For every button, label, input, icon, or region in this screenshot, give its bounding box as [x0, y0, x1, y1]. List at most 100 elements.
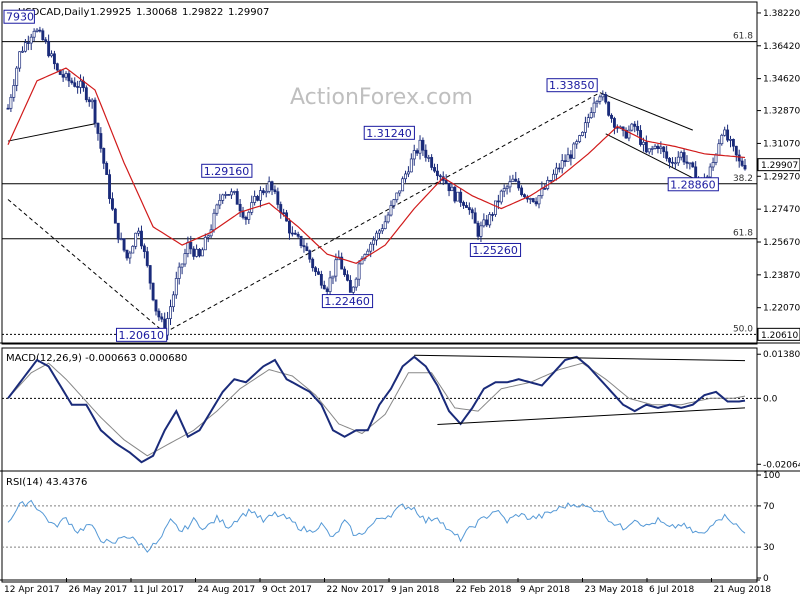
- current-price-label: 1.29907: [761, 161, 798, 171]
- price-label-box: [667, 177, 719, 192]
- candle-body: [459, 191, 463, 203]
- candle-body: [595, 100, 599, 104]
- candle-body: [668, 157, 672, 163]
- candle-body: [334, 259, 338, 277]
- candle-body: [137, 230, 141, 234]
- candle-body: [467, 207, 471, 211]
- candle-body: [99, 133, 103, 149]
- candle-body: [723, 129, 727, 136]
- candle-body: [404, 173, 407, 180]
- candle-body: [21, 50, 24, 53]
- candle-body: [273, 189, 277, 193]
- candle-body: [195, 248, 199, 257]
- price-label-text: 1.28860: [670, 178, 716, 191]
- candle-body: [166, 318, 170, 336]
- candle-body: [485, 219, 489, 226]
- candle-body: [389, 205, 393, 216]
- candle-body: [134, 232, 138, 247]
- candle-body: [256, 196, 259, 201]
- candle-body: [302, 245, 306, 248]
- rsi-title: RSI(14) 43.4376: [6, 477, 87, 488]
- fib-level-label: 61.8: [733, 229, 753, 239]
- candle-body: [656, 145, 660, 150]
- candle-body: [203, 236, 207, 251]
- price-tick-label: 1.25670: [763, 238, 800, 248]
- candle-body: [180, 263, 184, 268]
- candle-body: [12, 85, 16, 98]
- candle-body: [55, 63, 59, 71]
- candle-body: [552, 173, 555, 181]
- candle-body: [554, 167, 558, 175]
- price-label-text: 1.20610: [118, 329, 164, 342]
- ohlc-value: 1.29907: [228, 7, 269, 18]
- candle-body: [366, 250, 370, 255]
- ohlc-value: 1.30068: [136, 7, 177, 18]
- macd-tick-label: 0.013803: [763, 350, 800, 360]
- price-tick-label: 1.22070: [763, 304, 800, 314]
- symbol-label: USDCAD,Daily: [18, 7, 89, 18]
- ohlc-value: 1.29925: [90, 7, 131, 18]
- candle-body: [258, 190, 262, 201]
- candle-body: [676, 156, 680, 164]
- candle-body: [601, 94, 605, 98]
- candle-body: [592, 102, 596, 113]
- candle-body: [171, 294, 175, 308]
- candle-body: [232, 191, 236, 193]
- price-label-box: [546, 78, 598, 93]
- date-tick-label: 9 Jan 2018: [391, 585, 439, 595]
- price-label-text: 1.29160: [204, 165, 250, 178]
- candle-body: [235, 191, 239, 205]
- low-price-axis-label-box: [757, 327, 800, 341]
- price-tick-label: 1.31070: [763, 139, 800, 149]
- candle-body: [128, 252, 132, 259]
- candle-body: [44, 39, 48, 42]
- candle-body: [322, 284, 326, 290]
- candle-body: [630, 123, 634, 131]
- candle-body: [151, 282, 155, 301]
- candle-body: [186, 241, 190, 254]
- candle-body: [354, 278, 358, 288]
- candle-body: [511, 178, 515, 183]
- candle-body: [270, 181, 274, 191]
- candle-body: [125, 249, 129, 259]
- candle-body: [200, 249, 204, 257]
- candle-body: [641, 141, 645, 145]
- rsi-tick-label: 100: [763, 471, 780, 481]
- candle-body: [682, 152, 686, 163]
- candle-body: [369, 243, 373, 252]
- candle-body: [192, 248, 196, 257]
- candle-body: [734, 145, 738, 156]
- price-label-box: [3, 9, 35, 24]
- price-panel-frame: [1, 1, 758, 345]
- price-label-text: 1.33850: [549, 79, 595, 92]
- candle-body: [604, 94, 608, 103]
- candle-body: [314, 267, 318, 273]
- rsi-tick-label: 0: [763, 574, 769, 584]
- candle-body: [383, 221, 387, 229]
- candle-body: [317, 271, 320, 275]
- candle-body: [212, 212, 216, 231]
- candle-body: [572, 143, 576, 159]
- candle-body: [372, 239, 376, 245]
- candle-body: [253, 196, 257, 203]
- date-tick-label: 22 Nov 2017: [327, 585, 385, 595]
- candle-body: [70, 80, 74, 84]
- candle-body: [633, 123, 637, 127]
- candle-body: [308, 250, 312, 260]
- date-tick-label: 24 Aug 2017: [198, 585, 256, 595]
- candle-body: [26, 42, 30, 44]
- price-tick-label: 1.23870: [763, 271, 800, 281]
- candle-body: [32, 30, 36, 38]
- macd-panel-frame: [1, 347, 758, 472]
- candle-body: [557, 167, 561, 170]
- price-tick-label: 1.34620: [763, 75, 800, 85]
- fib-level-label: 61.8: [733, 32, 753, 42]
- candle-body: [105, 162, 109, 175]
- candle-body: [563, 160, 567, 163]
- candle-body: [198, 248, 201, 257]
- candle-body: [650, 148, 654, 150]
- candle-body: [15, 67, 19, 86]
- candle-body: [671, 161, 674, 164]
- candle-body: [157, 310, 161, 318]
